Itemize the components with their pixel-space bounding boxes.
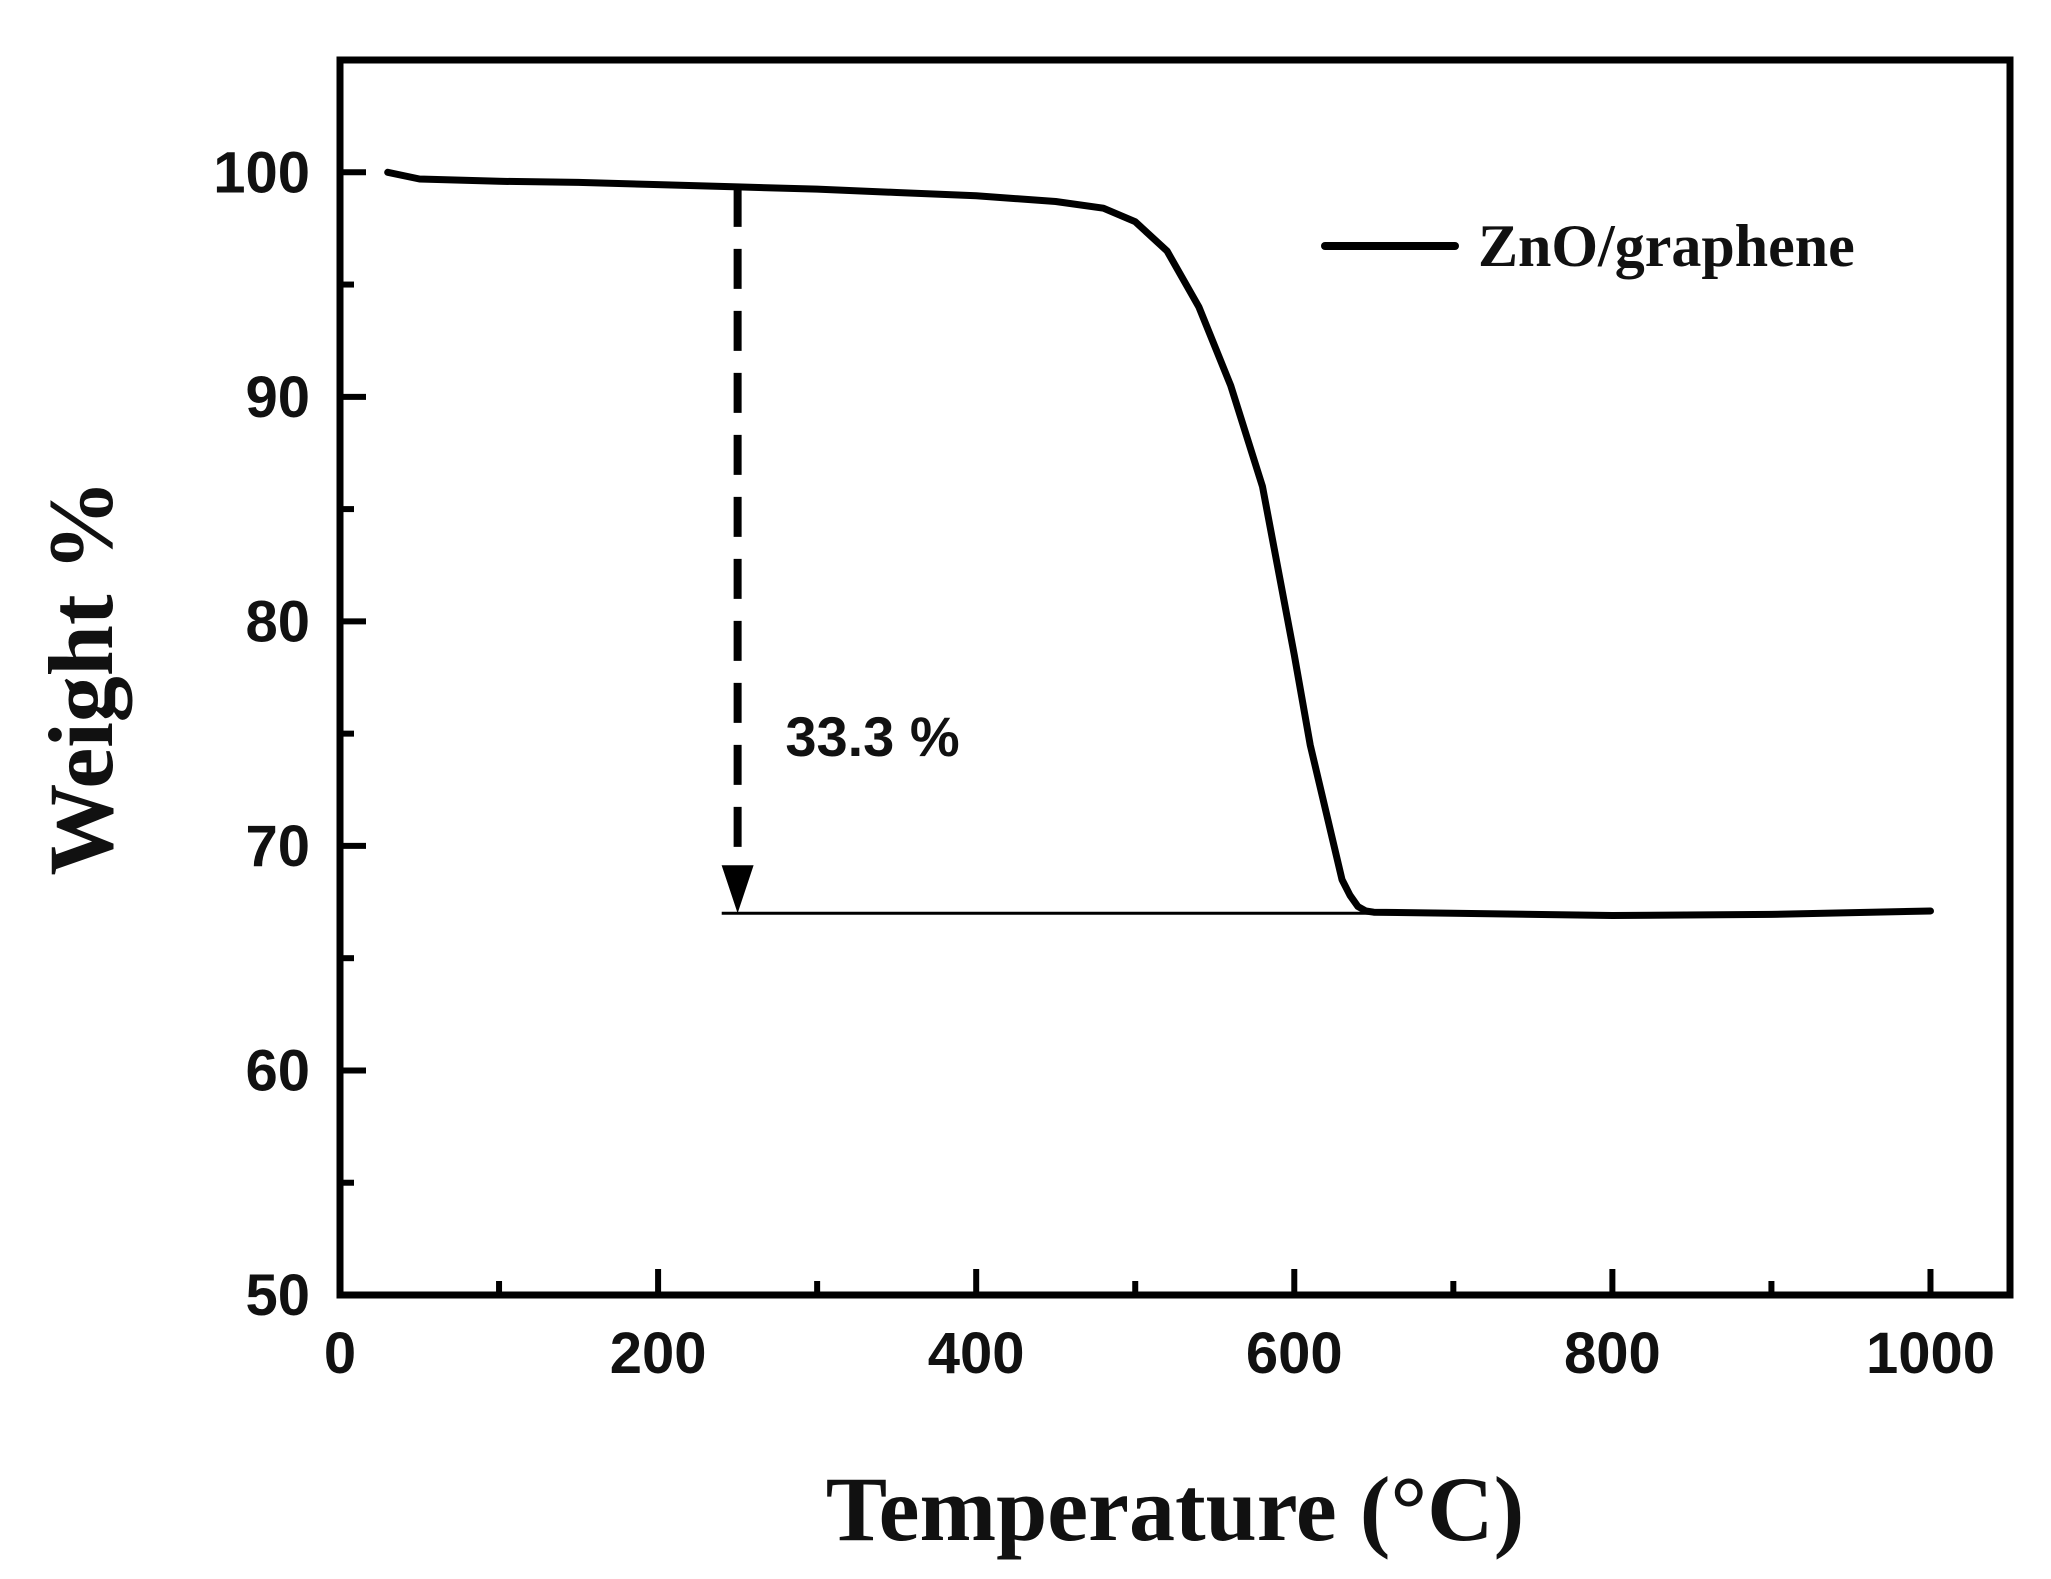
legend-label: ZnO/graphene — [1478, 213, 1855, 279]
x-tick-label: 800 — [1564, 1321, 1661, 1386]
annotations: 33.3 % — [721, 186, 960, 914]
x-tick-label: 1000 — [1866, 1321, 1995, 1386]
x-tick-label: 0 — [324, 1321, 356, 1386]
y-tick-label: 90 — [245, 365, 310, 430]
y-tick-label: 50 — [245, 1263, 310, 1328]
annotation-label: 33.3 % — [785, 705, 959, 768]
legend: ZnO/graphene — [1321, 213, 1855, 279]
series-lines — [384, 168, 1934, 919]
x-tick-label: 600 — [1246, 1321, 1343, 1386]
y-tick-label: 60 — [245, 1038, 310, 1103]
arrow-head — [721, 865, 754, 914]
y-axis-title: Weight % — [30, 479, 132, 875]
minor-ticks — [340, 281, 1775, 1295]
plot-frame — [336, 56, 2014, 1299]
y-tick-label: 100 — [213, 140, 310, 205]
y-tick-label: 70 — [245, 814, 310, 879]
series-line-0 — [384, 168, 1934, 919]
x-tick-label: 400 — [928, 1321, 1025, 1386]
major-ticks — [337, 169, 1934, 1298]
x-axis-title: Temperature (°C) — [826, 1458, 1525, 1560]
tick-labels: 0 200 400 600 800 1000 50 60 70 80 90 100 — [213, 140, 1995, 1386]
x-tick-label: 200 — [610, 1321, 707, 1386]
y-tick-label: 80 — [245, 589, 310, 654]
